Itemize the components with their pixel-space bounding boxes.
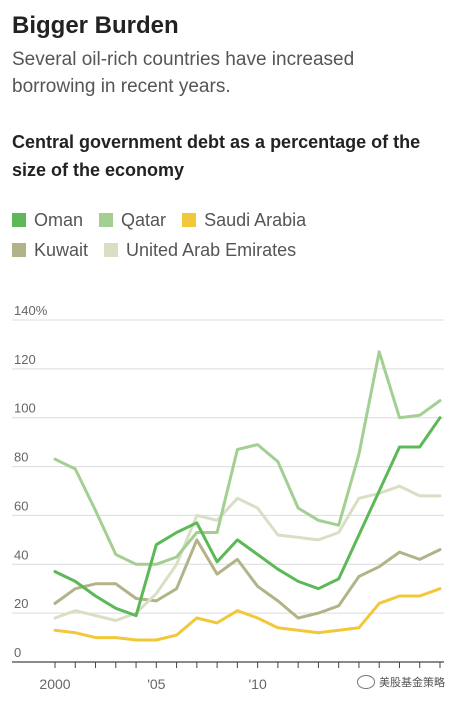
y-tick-label: 80: [14, 450, 28, 465]
watermark: 美股基金策略: [357, 674, 445, 690]
y-tick-label: 100: [14, 401, 36, 416]
page-subtitle: Several oil-rich countries have increase…: [12, 49, 355, 97]
legend-swatch: [12, 213, 26, 227]
legend-label: Kuwait: [34, 239, 89, 260]
legend-row: Kuwait United Arab Emirates: [12, 235, 452, 265]
y-tick-label: 20: [14, 596, 28, 611]
legend-row: Oman Qatar Saudi Arabia: [12, 205, 452, 235]
series-line-kuwait: [53, 538, 442, 620]
legend-swatch: [99, 213, 114, 227]
series-line-saudi-arabia: [53, 587, 442, 642]
series-lines: [53, 350, 442, 642]
grid: 0 20 40 60 80 100 120 140%: [12, 303, 444, 660]
legend-swatch: [12, 243, 26, 257]
series-line-united-arab-emirates: [53, 484, 442, 622]
legend-item-united-arab-emirates: United Arab Emirates: [104, 240, 296, 261]
legend-label: Saudi Arabia: [204, 209, 307, 230]
y-tick-label: 60: [14, 498, 28, 513]
watermark-text: 美股基金策略: [379, 677, 445, 689]
legend-item-saudi-arabia: Saudi Arabia: [182, 210, 306, 231]
page-title: Bigger Burden: [12, 12, 179, 39]
legend-label: Oman: [34, 209, 84, 230]
legend-swatch: [182, 213, 197, 227]
x-tick-label: 2000: [39, 676, 70, 692]
y-tick-label: 40: [14, 547, 28, 562]
chart-title: Central government debt as a percentage …: [12, 132, 421, 180]
y-tick-label: 140%: [14, 303, 48, 318]
y-tick-label: 120: [14, 352, 36, 367]
series-line-qatar: [53, 350, 442, 566]
legend-swatch: [104, 243, 119, 257]
x-axis: 2000 '05 '10: [12, 661, 444, 692]
chart-legend: Oman Qatar Saudi Arabia Kuwait United Ar…: [12, 205, 452, 265]
x-tick-label: '10: [249, 676, 267, 692]
legend-item-kuwait: Kuwait: [12, 240, 88, 261]
series-line-oman: [53, 416, 442, 618]
legend-label: United Arab Emirates: [126, 239, 297, 260]
legend-item-qatar: Qatar: [99, 210, 166, 231]
legend-label: Qatar: [121, 209, 167, 230]
y-tick-label: 0: [14, 645, 21, 660]
legend-item-oman: Oman: [12, 210, 83, 231]
wechat-icon: [357, 675, 375, 689]
x-tick-label: '05: [147, 676, 165, 692]
